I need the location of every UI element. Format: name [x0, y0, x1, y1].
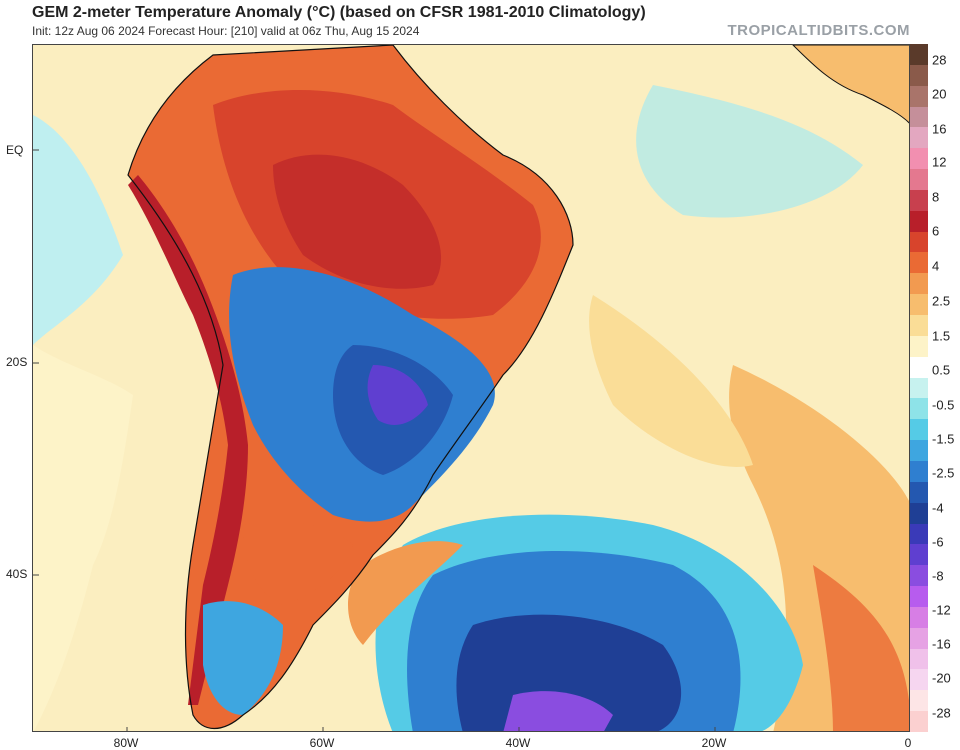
- colorbar-swatch: [910, 169, 928, 191]
- colorbar-tick-label: -16: [932, 636, 951, 652]
- colorbar-tick-label: -20: [932, 670, 951, 686]
- colorbar-swatch: [910, 460, 928, 483]
- colorbar-swatch: [910, 627, 928, 650]
- atlantic-cool-patch: [636, 85, 863, 218]
- atlantic-mild-warm-area: [589, 295, 753, 467]
- colorbar-tick-label: -1.5: [932, 431, 955, 447]
- colorbar-swatch: [910, 377, 928, 399]
- colorbar-swatch: [910, 189, 928, 212]
- patagonia-cold-area: [203, 601, 283, 715]
- header: GEM 2-meter Temperature Anomaly (°C) (ba…: [0, 0, 960, 44]
- map-frame[interactable]: [32, 44, 910, 732]
- africa-coastline: [792, 45, 909, 124]
- colorbar-swatch: [910, 544, 928, 566]
- colorbar-legend: 28 20 16 12 8 6 4 2.5 1.5 0.5 -0.5 -1.5 -2.5 -4 -6 -8 -1…: [910, 44, 960, 733]
- amazon-hottest-area: [273, 154, 442, 289]
- map-canvas[interactable]: [33, 45, 910, 732]
- lon-label-0: 0: [904, 736, 912, 750]
- colorbar-tick-label: 28: [932, 52, 947, 68]
- colorbar-swatch: [910, 44, 928, 66]
- colorbar-tick-label: -8: [932, 568, 944, 584]
- colorbar-swatch: [910, 315, 928, 337]
- colorbar-tick-label: 8: [932, 189, 940, 205]
- colorbar-tick-label: 4: [932, 258, 940, 274]
- pacific-cool-patch: [33, 115, 123, 345]
- colorbar-swatch: [910, 294, 928, 316]
- lon-label-60w: 60W: [309, 736, 335, 750]
- lat-label-20s: 20S: [6, 355, 28, 369]
- colorbar-swatch: [910, 565, 928, 587]
- colorbar-swatch: [910, 231, 928, 253]
- colorbar-tick-label: -6: [932, 534, 944, 550]
- colorbar-tick-label: -4: [932, 500, 944, 516]
- colorbar-swatch: [910, 502, 928, 524]
- colorbar-swatch: [910, 669, 928, 691]
- colorbar-swatch: [910, 85, 928, 108]
- colorbar-swatch: [910, 64, 928, 87]
- lat-label-eq: EQ: [6, 143, 24, 157]
- colorbar-tick-label: -0.5: [932, 397, 955, 413]
- lon-label-20w: 20W: [701, 736, 727, 750]
- colorbar-tick-label: 2.5: [932, 293, 951, 309]
- pacific-neutral-area: [33, 345, 133, 731]
- colorbar-swatch: [910, 711, 928, 733]
- colorbar-tick-label: 20: [932, 86, 947, 102]
- andes-ridge: [128, 175, 248, 705]
- map-subtitle: Init: 12z Aug 06 2024 Forecast Hour: [21…: [32, 24, 420, 38]
- central-coldest-area: [367, 365, 428, 425]
- colorbar-swatch: [910, 523, 928, 545]
- colorbar-tick-label: 16: [932, 121, 947, 137]
- colorbar-swatch: [910, 106, 928, 128]
- colorbar-swatch: [910, 356, 928, 379]
- colorbar-tick-label: 6: [932, 223, 940, 239]
- map-title: GEM 2-meter Temperature Anomaly (°C) (ba…: [32, 4, 646, 21]
- colorbar-swatch: [910, 481, 928, 504]
- colorbar-swatch: [910, 127, 928, 149]
- watermark: TROPICALTIDBITS.COM: [727, 22, 910, 39]
- atlantic-hot-area: [813, 565, 909, 731]
- lon-label-80w: 80W: [113, 736, 139, 750]
- colorbar-tick-label: -2.5: [932, 465, 955, 481]
- argentina-warm-patch: [243, 521, 353, 605]
- lon-label-40w: 40W: [505, 736, 531, 750]
- colorbar-tick-label: 0.5: [932, 362, 951, 378]
- colorbar-tick-label: -28: [932, 705, 951, 721]
- colorbar-swatch: [910, 335, 928, 358]
- graticule: [33, 149, 716, 731]
- southern-cold-pool-extreme: [503, 691, 613, 731]
- colorbar-swatch: [910, 690, 928, 712]
- colorbar-swatch: [910, 210, 928, 233]
- colorbar-swatch: [910, 586, 928, 608]
- colorbar-swatch: [910, 252, 928, 274]
- colorbar-swatch: [910, 398, 928, 420]
- colorbar-tick-label: 1.5: [932, 328, 951, 344]
- lat-label-40s: 40S: [6, 567, 28, 581]
- south-america-coastline: [127, 45, 574, 729]
- colorbar-swatch: [910, 606, 928, 629]
- south-atlantic-warm-streak: [348, 541, 463, 645]
- colorbar-tick-label: -12: [932, 602, 951, 618]
- colorbar-swatch: [910, 148, 928, 170]
- colorbar-swatch: [910, 419, 928, 441]
- colorbar-swatch: [910, 273, 928, 295]
- colorbar-swatch: [910, 648, 928, 670]
- colorbar-swatch: [910, 440, 928, 462]
- colorbar-tick-label: 12: [932, 154, 947, 170]
